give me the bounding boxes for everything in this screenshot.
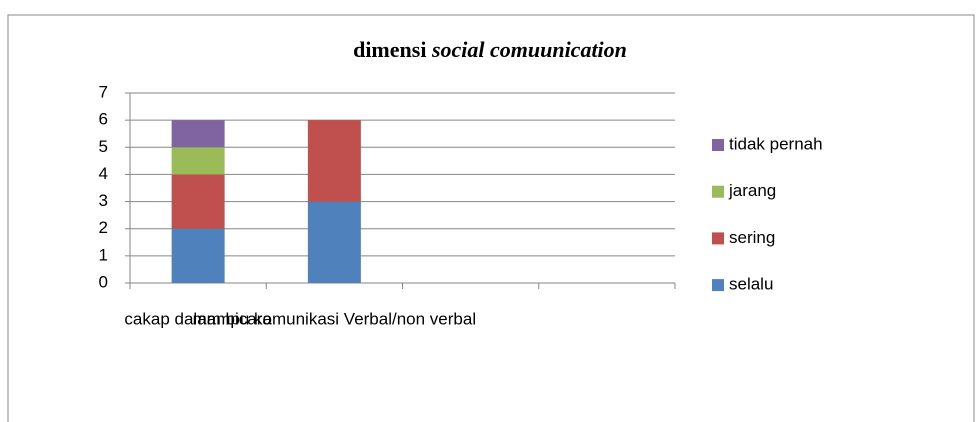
y-tick-label: 2 [99, 218, 108, 237]
bar-segment [307, 120, 361, 202]
y-tick-label: 6 [99, 110, 108, 129]
legend-label: selalu [729, 275, 773, 294]
bar-segment [171, 147, 225, 175]
legend-swatch [712, 232, 724, 245]
y-tick-label: 3 [99, 191, 108, 210]
legend-label: jarang [728, 181, 776, 200]
y-tick-label: 1 [99, 245, 108, 264]
x-tick-label: cakap dalam bicara [124, 309, 272, 328]
y-tick-label: 4 [99, 164, 108, 183]
chart-frame [7, 14, 975, 422]
title-part: dimensi [353, 37, 426, 62]
bar-segment [171, 120, 225, 148]
legend-label: tidak pernah [729, 134, 823, 153]
legend-swatch [712, 185, 724, 198]
y-tick-label: 5 [99, 137, 108, 156]
y-tick-label: 7 [99, 82, 108, 101]
legend-label: sering [729, 228, 775, 247]
bar-segment [171, 228, 225, 283]
bar-segment [307, 201, 361, 283]
x-tick-label: mampu komunikasi Verbal/non verbal [193, 309, 476, 328]
bar-segment [171, 174, 225, 229]
chart-title: dimensi social comuunication [353, 37, 627, 62]
legend-swatch [712, 139, 724, 151]
title-part: social comuunication [431, 37, 627, 62]
legend-swatch [712, 279, 724, 292]
y-tick-label: 0 [99, 272, 108, 291]
